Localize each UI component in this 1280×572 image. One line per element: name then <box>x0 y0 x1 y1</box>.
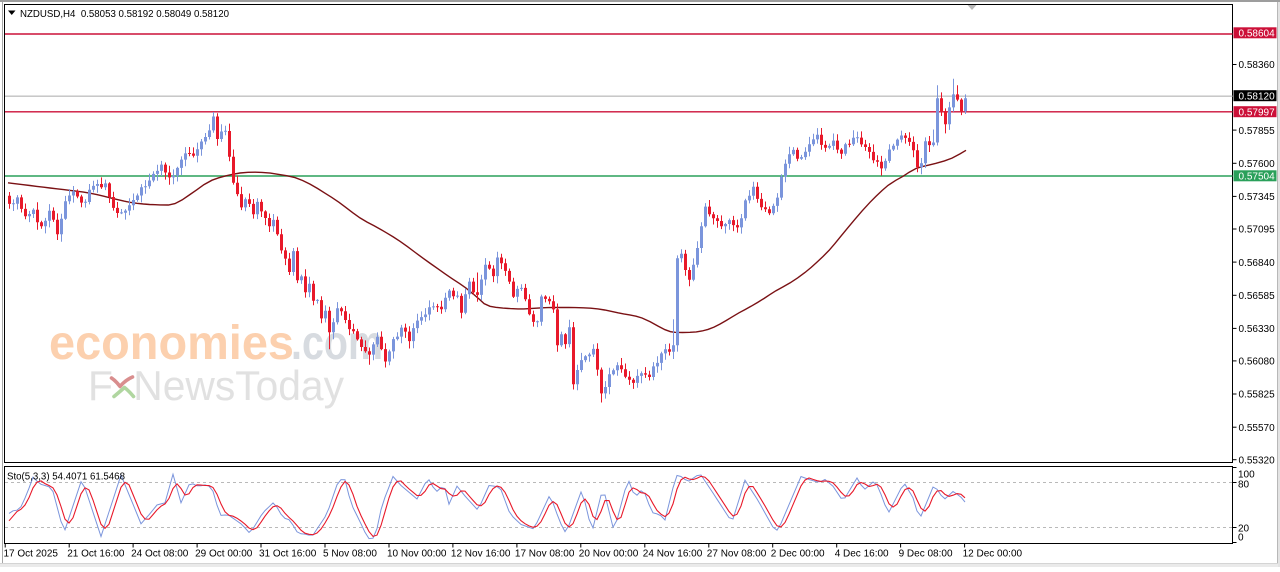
svg-text:20 Nov 00:00: 20 Nov 00:00 <box>579 549 639 560</box>
svg-text:0.58120: 0.58120 <box>1239 92 1276 103</box>
svg-text:0.55825: 0.55825 <box>1239 390 1276 401</box>
svg-text:12 Nov 16:00: 12 Nov 16:00 <box>451 549 511 560</box>
svg-text:0.57997: 0.57997 <box>1239 108 1276 119</box>
svg-text:4 Dec 16:00: 4 Dec 16:00 <box>835 549 889 560</box>
svg-text:0.58360: 0.58360 <box>1239 60 1276 71</box>
svg-text:100: 100 <box>1238 470 1255 481</box>
svg-text:0.57345: 0.57345 <box>1239 192 1276 203</box>
svg-text:31 Oct 16:00: 31 Oct 16:00 <box>259 549 317 560</box>
svg-text:0.55320: 0.55320 <box>1239 455 1276 466</box>
svg-text:0.56585: 0.56585 <box>1239 291 1276 302</box>
svg-text:0.57600: 0.57600 <box>1239 159 1276 170</box>
svg-text:0.57504: 0.57504 <box>1239 172 1276 183</box>
svg-text:5 Nov 08:00: 5 Nov 08:00 <box>323 549 377 560</box>
svg-text:0.57095: 0.57095 <box>1239 225 1276 236</box>
svg-text:0.56080: 0.56080 <box>1239 357 1276 368</box>
svg-text:0: 0 <box>1238 533 1244 544</box>
svg-text:2 Dec 00:00: 2 Dec 00:00 <box>771 549 825 560</box>
svg-text:10 Nov 00:00: 10 Nov 00:00 <box>387 549 447 560</box>
svg-text:0.57855: 0.57855 <box>1239 126 1276 137</box>
svg-text:0.55570: 0.55570 <box>1239 423 1276 434</box>
svg-text:economies: economies <box>49 317 294 370</box>
svg-text:29 Oct 00:00: 29 Oct 00:00 <box>195 549 253 560</box>
svg-text:20: 20 <box>1238 524 1250 535</box>
svg-text:80: 80 <box>1238 480 1250 491</box>
svg-text:17 Nov 08:00: 17 Nov 08:00 <box>515 549 575 560</box>
svg-text:9 Dec 08:00: 9 Dec 08:00 <box>899 549 953 560</box>
svg-text:0.56840: 0.56840 <box>1239 258 1276 269</box>
svg-text:0.58604: 0.58604 <box>1239 29 1276 40</box>
svg-text:.com: .com <box>291 317 383 370</box>
svg-text:Sto(5,3,3) 54.4071 61.5468: Sto(5,3,3) 54.4071 61.5468 <box>7 471 125 482</box>
svg-text:12 Dec 00:00: 12 Dec 00:00 <box>963 549 1023 560</box>
svg-text:21 Oct 16:00: 21 Oct 16:00 <box>67 549 125 560</box>
svg-text:17 Oct 2025: 17 Oct 2025 <box>4 549 59 560</box>
svg-text:0.56330: 0.56330 <box>1239 324 1276 335</box>
svg-text:27 Nov 08:00: 27 Nov 08:00 <box>707 549 767 560</box>
svg-text:24 Oct 08:00: 24 Oct 08:00 <box>131 549 189 560</box>
svg-text:NZDUSD,H4 0.58053 0.58192 0.5: NZDUSD,H4 0.58053 0.58192 0.58049 0.5812… <box>20 9 230 20</box>
svg-text:24 Nov 16:00: 24 Nov 16:00 <box>643 549 703 560</box>
